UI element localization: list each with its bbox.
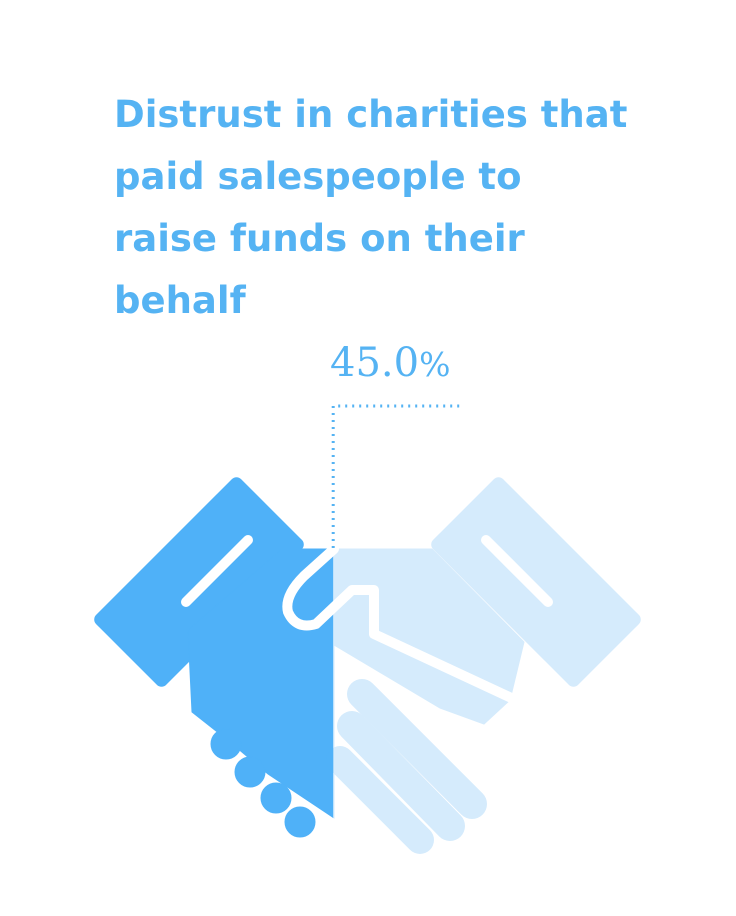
leader-line: [331, 404, 462, 548]
handshake-detail-lines: [181, 535, 553, 707]
value-unit: %: [419, 345, 451, 384]
value-number: 45.0: [330, 340, 420, 386]
chart-title: Distrust in charities that paid salespeo…: [114, 93, 628, 322]
value-label: 45.0%: [330, 338, 450, 390]
